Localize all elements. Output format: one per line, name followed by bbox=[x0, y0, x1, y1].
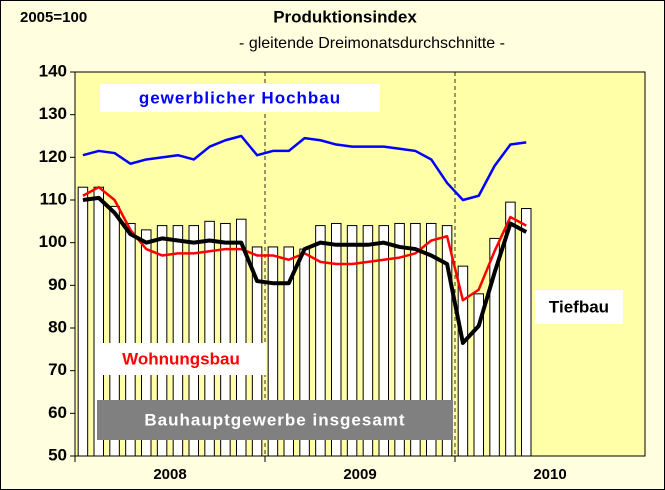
y-tick-label: 110 bbox=[40, 189, 67, 208]
legend-box bbox=[96, 343, 266, 375]
bar bbox=[283, 246, 294, 457]
chart-subtitle: - gleitende Dreimonatsdurchschnitte - bbox=[239, 35, 505, 52]
bar bbox=[426, 222, 437, 457]
bar bbox=[473, 293, 484, 457]
legend-label: Tiefbau bbox=[549, 297, 609, 316]
x-tick-label: 2009 bbox=[343, 466, 376, 483]
y-unit-label: 2005=100 bbox=[20, 9, 87, 26]
bar bbox=[521, 208, 532, 457]
legend-label: Bauhauptgewerbe insgesamt bbox=[144, 410, 405, 429]
legend-box bbox=[97, 400, 453, 440]
bar bbox=[77, 186, 89, 457]
y-tick-label: 130 bbox=[39, 104, 67, 123]
legend-label: Wohnungsbau bbox=[122, 349, 240, 368]
bar bbox=[441, 225, 453, 457]
bar bbox=[267, 246, 279, 457]
bar bbox=[220, 222, 231, 457]
bar bbox=[346, 225, 358, 457]
y-tick-label: 70 bbox=[48, 360, 67, 379]
legend-box bbox=[535, 290, 623, 324]
legend-label: gewerblicher Hochbau bbox=[139, 88, 341, 107]
bar bbox=[156, 225, 168, 457]
bar bbox=[378, 225, 389, 457]
bar bbox=[141, 229, 152, 457]
bar bbox=[410, 222, 421, 457]
y-tick-label: 100 bbox=[39, 232, 67, 251]
y-tick-label: 90 bbox=[48, 275, 67, 294]
line bbox=[82, 134, 527, 202]
line bbox=[82, 195, 528, 345]
bar bbox=[172, 225, 184, 457]
bar bbox=[236, 218, 247, 457]
bar bbox=[331, 222, 342, 457]
bar bbox=[457, 265, 469, 457]
y-tick-label: 80 bbox=[48, 317, 67, 336]
bar bbox=[125, 222, 136, 457]
bar bbox=[315, 225, 326, 457]
bar bbox=[505, 201, 516, 457]
bar bbox=[489, 237, 500, 457]
y-tick-label: 60 bbox=[48, 403, 67, 422]
legend-box bbox=[100, 84, 380, 112]
bar bbox=[362, 225, 374, 457]
y-tick-label: 140 bbox=[39, 61, 67, 80]
bar bbox=[204, 220, 215, 457]
y-tick-label: 50 bbox=[48, 445, 67, 464]
x-tick-label: 2010 bbox=[533, 466, 566, 483]
bar bbox=[109, 205, 120, 457]
bar bbox=[394, 222, 405, 457]
chart-title: Produktionsindex bbox=[273, 7, 417, 26]
y-tick-label: 120 bbox=[39, 147, 67, 166]
x-tick-label: 2008 bbox=[153, 466, 186, 483]
bar bbox=[188, 225, 199, 457]
